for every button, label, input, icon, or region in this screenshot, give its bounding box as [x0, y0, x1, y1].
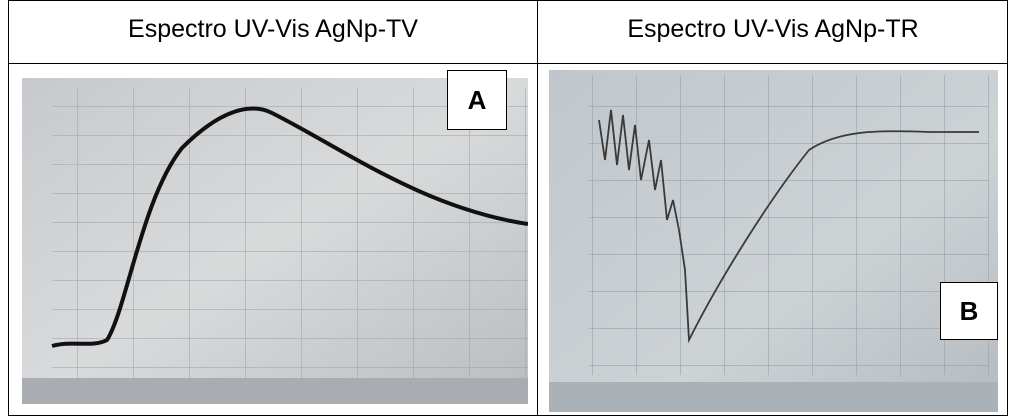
panel-label: A: [447, 70, 507, 130]
table: Espectro UV-Vis AgNp-TV Espectro UV-Vis …: [8, 0, 1008, 416]
spectrum-photo: [22, 78, 528, 404]
column-divider: [537, 1, 538, 415]
row-divider: [9, 63, 1007, 64]
spectrum-photo: [549, 70, 998, 412]
column-header: Espectro UV-Vis AgNp-TR: [627, 15, 919, 43]
panel-label: B: [940, 282, 998, 340]
column-header: Espectro UV-Vis AgNp-TV: [128, 15, 418, 43]
